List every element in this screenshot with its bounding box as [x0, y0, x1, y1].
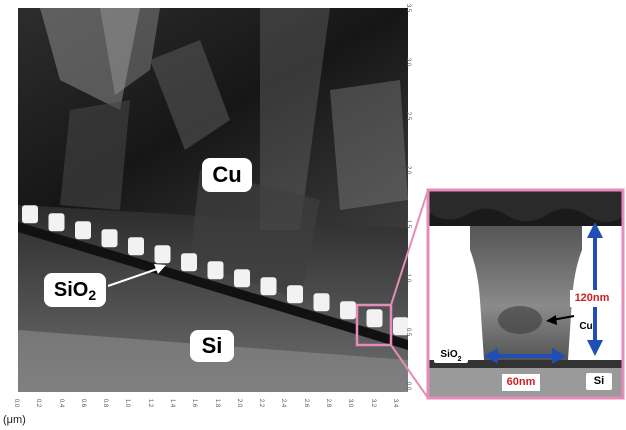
trench-fill [366, 309, 383, 328]
x-tick-label: 3.4 [392, 398, 399, 408]
trench-fill [154, 245, 171, 264]
trench-fill [287, 285, 303, 304]
highlight-box [355, 303, 393, 347]
trench-fill [75, 221, 91, 240]
inset-image [428, 190, 623, 398]
trench-fill [393, 317, 408, 336]
x-tick-label: 0.2 [35, 398, 42, 408]
si-label: Si [190, 330, 234, 362]
x-tick-label: 2.0 [236, 398, 243, 408]
x-tick-label: 0.0 [13, 398, 20, 408]
height-dimension-arrow [587, 222, 603, 356]
y-tick-label: 3.0 [405, 57, 412, 67]
x-tick-label: 1.0 [124, 398, 131, 408]
main-image [18, 8, 408, 392]
x-tick-label: 1.6 [191, 398, 198, 408]
inset-sio2-label: SiO2 [434, 346, 468, 363]
x-tick-label: 2.8 [325, 398, 332, 408]
trench-fill [48, 213, 65, 232]
y-tick-label: 1.0 [405, 273, 412, 283]
x-tick-label: 3.2 [369, 398, 376, 408]
trench-fill [313, 293, 330, 312]
y-tick-label: 0.5 [405, 327, 412, 337]
x-tick-label: 3.0 [347, 398, 354, 408]
height-dimension-label: 120nm [570, 290, 614, 307]
width-dimension-arrow [484, 348, 566, 364]
trench-fill [260, 277, 277, 296]
x-tick-label: 2.6 [302, 398, 309, 408]
y-tick-label: 3.5 [405, 3, 412, 13]
trench-fill [22, 205, 38, 224]
unit-label: (μm) [3, 414, 26, 426]
x-tick-label: 0.8 [102, 398, 109, 408]
trench-fill [340, 301, 356, 320]
y-tick-label: 2.0 [405, 165, 412, 175]
cu-pointer-arrow [546, 315, 575, 325]
x-tick-label: 1.2 [146, 398, 153, 408]
trench-fill [207, 261, 224, 280]
trench-fill [234, 269, 250, 288]
trench-fill [101, 229, 118, 248]
cu-label: Cu [202, 158, 252, 192]
y-tick-label: 2.5 [405, 111, 412, 121]
x-tick-label: 0.6 [80, 398, 87, 408]
width-dimension-label: 60nm [502, 374, 540, 391]
y-tick-label: 1.5 [405, 219, 412, 229]
y-tick-label: 0.0 [405, 381, 412, 391]
x-tick-label: 1.8 [213, 398, 220, 408]
inset-frame [426, 188, 625, 400]
x-tick-label: 1.4 [169, 398, 176, 408]
trench-array [22, 205, 408, 336]
trench-fill [181, 253, 197, 272]
x-tick-label: 2.2 [258, 398, 265, 408]
trench-fill [128, 237, 144, 256]
inset-cu-label: Cu [579, 321, 593, 332]
sio2-label: SiO2 [44, 273, 106, 307]
inset-si-label: Si [586, 373, 612, 390]
x-tick-label: 2.4 [280, 398, 287, 408]
x-tick-label: 0.4 [57, 398, 64, 408]
